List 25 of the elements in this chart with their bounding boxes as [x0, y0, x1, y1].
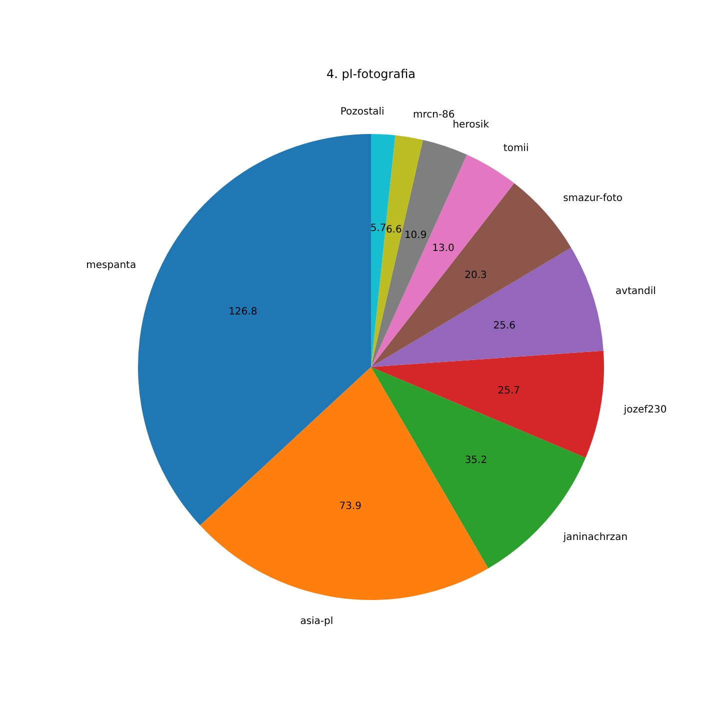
slice-label: jozef230	[622, 404, 667, 416]
slice-label: herosik	[452, 120, 490, 131]
data-label: 5.7	[370, 222, 386, 234]
data-label: 35.2	[464, 454, 488, 466]
slice-label: janinachrzan	[562, 532, 628, 543]
slice-label: asia-pl	[300, 616, 334, 627]
data-label: 13.0	[432, 242, 454, 254]
data-label: 126.8	[228, 306, 258, 318]
data-label: 73.9	[339, 500, 362, 512]
slice-label: Pozostali	[340, 106, 384, 118]
slice-label: mespanta	[86, 260, 136, 271]
slice-label: tomii	[503, 143, 529, 154]
pie-slice	[371, 154, 514, 367]
data-label: 20.3	[464, 270, 487, 281]
data-label: 10.9	[404, 230, 427, 241]
slice-label: smazur-foto	[563, 192, 623, 204]
slice-label: mrcn-86	[412, 110, 455, 121]
data-label: 6.6	[386, 224, 402, 236]
data-label: 25.6	[493, 320, 516, 332]
pie-slice	[138, 134, 371, 526]
data-label: 25.7	[498, 385, 520, 396]
pie-slice	[200, 367, 488, 600]
slice-label: avtandil	[616, 286, 656, 297]
chart-title: 4. pl-fotografia	[326, 67, 416, 81]
pie-slice	[371, 140, 467, 367]
